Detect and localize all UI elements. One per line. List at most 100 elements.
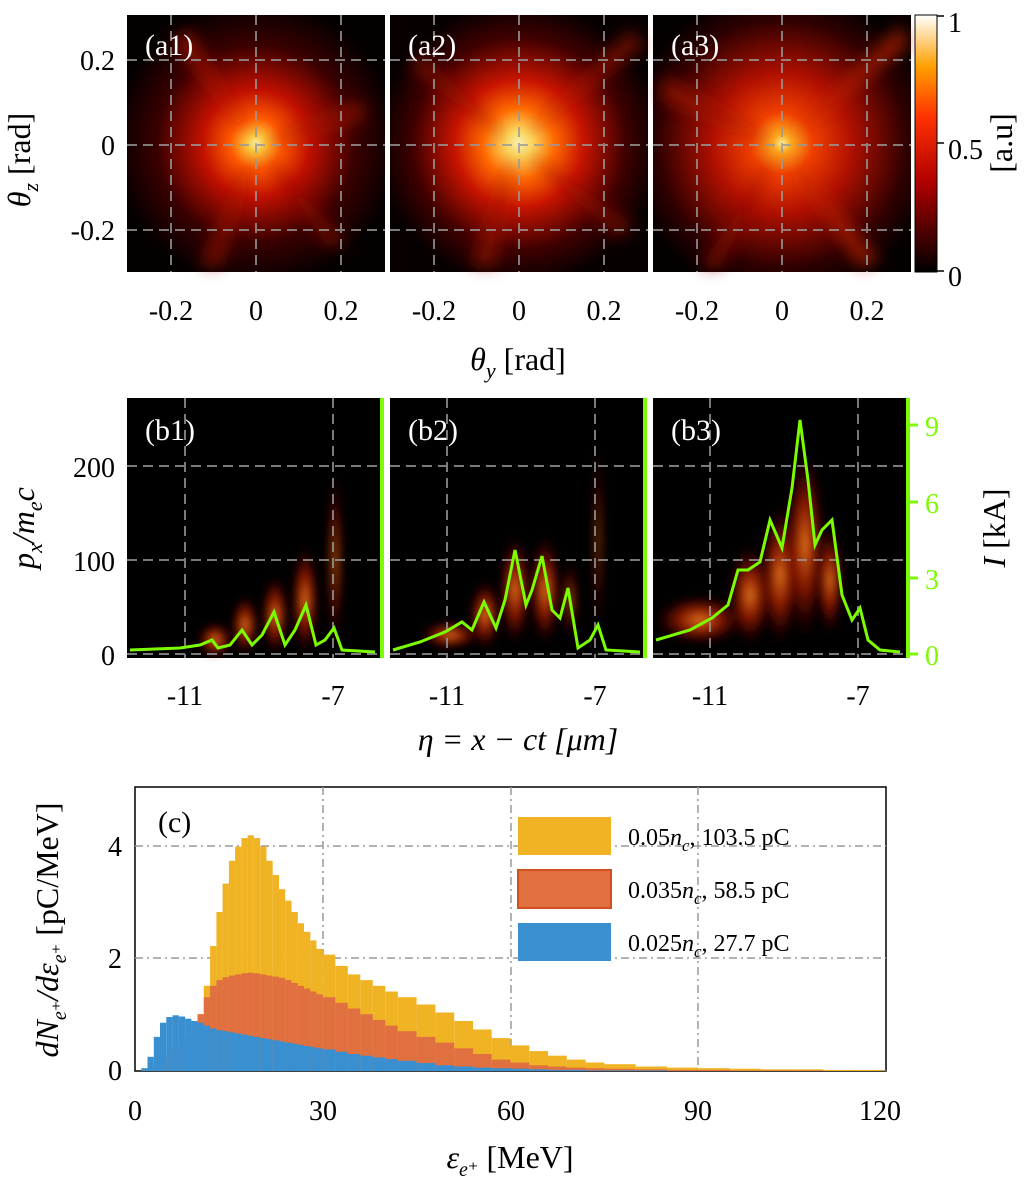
bar-2-20 bbox=[260, 1038, 267, 1071]
bar-0-51 bbox=[729, 1068, 761, 1071]
bar-2-12 bbox=[210, 1028, 217, 1071]
b2-xtick-neg7: -7 bbox=[583, 681, 606, 712]
b1-right-axis bbox=[380, 398, 384, 658]
legend-entry-0.035: 0.035nc, 58.5 pC bbox=[628, 878, 790, 908]
b-ytick-100: 100 bbox=[73, 547, 115, 578]
b2-xtick-neg11: -11 bbox=[429, 681, 465, 712]
b-ytick-200: 200 bbox=[73, 453, 115, 484]
bar-1-18 bbox=[247, 972, 254, 1071]
colorbar-tick-0: 0 bbox=[948, 262, 962, 293]
bar-2-22 bbox=[272, 1040, 279, 1071]
b-xlabel: η = x − ct [μm] bbox=[418, 721, 618, 757]
heatmap-a3-arms bbox=[660, 25, 910, 268]
bar-2-7 bbox=[178, 1016, 186, 1071]
b3-xtick-neg11: -11 bbox=[692, 681, 728, 712]
bar-0-17 bbox=[241, 838, 248, 1071]
b-ytick-0: 0 bbox=[101, 641, 115, 672]
c-legend: 0.05nc, 103.5 pC 0.035nc, 58.5 pC 0.025n… bbox=[517, 817, 790, 961]
bar-0-52 bbox=[760, 1069, 793, 1071]
a2-xtick-0: 0 bbox=[512, 296, 526, 327]
b-xticks: -11 -7 -11 -7 -11 -7 bbox=[167, 681, 870, 712]
b-ylabel: px/mec bbox=[5, 487, 47, 571]
bar-2-8 bbox=[185, 1018, 192, 1071]
a-ytick-neg0.2: -0.2 bbox=[71, 216, 115, 247]
bar-1-43 bbox=[529, 1065, 549, 1071]
bar-2-37 bbox=[416, 1063, 436, 1071]
bar-1-23 bbox=[278, 977, 286, 1071]
bar-1-26 bbox=[297, 985, 304, 1071]
bar-2-26 bbox=[297, 1044, 304, 1071]
label-a3: (a3) bbox=[671, 29, 719, 62]
a3-xtick-0.2: 0.2 bbox=[850, 296, 885, 327]
c-ytick-2: 2 bbox=[108, 944, 122, 975]
label-c: (c) bbox=[158, 806, 191, 839]
bar-1-53 bbox=[792, 1070, 824, 1071]
b3-xtick-neg7: -7 bbox=[846, 681, 869, 712]
bar-2-15 bbox=[228, 1032, 236, 1071]
bar-1-14 bbox=[222, 977, 229, 1071]
a1-xtick-0.2: 0.2 bbox=[324, 296, 359, 327]
c-xtick-90: 90 bbox=[684, 1096, 712, 1127]
colorbar-tick-05: 0.5 bbox=[948, 135, 983, 166]
bar-2-9 bbox=[191, 1021, 198, 1071]
bar-0-21 bbox=[266, 860, 273, 1071]
legend-entry-0.05: 0.05nc, 103.5 pC bbox=[628, 825, 790, 855]
label-b1: (b1) bbox=[145, 414, 195, 447]
bar-0-50 bbox=[698, 1068, 730, 1071]
a2-xtick-0.2: 0.2 bbox=[587, 296, 622, 327]
bar-2-44 bbox=[548, 1069, 567, 1071]
a2-xtick-neg0.2: -0.2 bbox=[412, 296, 456, 327]
bar-0-45 bbox=[566, 1059, 586, 1071]
bar-2-19 bbox=[253, 1036, 261, 1071]
b2-current-curve bbox=[392, 549, 641, 654]
label-b2: (b2) bbox=[408, 414, 458, 447]
bar-2-31 bbox=[335, 1051, 348, 1071]
c-ylabel: dNe⁺/dεe⁺ [pC/MeV] bbox=[29, 802, 71, 1057]
panel-c: (c) 0.05nc, 103.5 pC 0.035nc, 58.5 pC 0.… bbox=[134, 786, 887, 1072]
b3-density bbox=[655, 450, 844, 645]
colorbar-label: [a.u] bbox=[983, 113, 1019, 173]
panel-b1 bbox=[127, 398, 380, 658]
bar-2-5 bbox=[166, 1017, 173, 1071]
bar-2-39 bbox=[454, 1066, 473, 1071]
grid-a bbox=[127, 15, 911, 272]
bar-1-28 bbox=[310, 991, 317, 1071]
bar-2-24 bbox=[285, 1042, 292, 1071]
bar-1-24 bbox=[285, 980, 292, 1071]
a1-xtick-neg0.2: -0.2 bbox=[149, 296, 193, 327]
bar-0-48 bbox=[635, 1066, 667, 1071]
bar-1-37 bbox=[416, 1036, 436, 1071]
a-ytick-0: 0 bbox=[101, 131, 115, 162]
legend-swatch-0.05 bbox=[518, 817, 611, 855]
bar-0-19 bbox=[253, 838, 261, 1071]
bar-0-49 bbox=[667, 1067, 699, 1071]
c-xtick-0: 0 bbox=[128, 1096, 142, 1127]
heatmap-a1-arms bbox=[170, 30, 365, 268]
bar-0-53 bbox=[792, 1069, 824, 1071]
grid-b bbox=[127, 398, 906, 658]
bar-1-38 bbox=[435, 1042, 455, 1071]
legend-swatch-0.025 bbox=[518, 923, 611, 961]
bar-2-42 bbox=[510, 1068, 530, 1071]
bar-0-55 bbox=[854, 1069, 880, 1071]
a3-xtick-0: 0 bbox=[775, 296, 789, 327]
bar-1-25 bbox=[291, 983, 298, 1071]
bar-1-51 bbox=[729, 1070, 761, 1071]
bar-2-38 bbox=[435, 1065, 455, 1071]
bar-0-16 bbox=[235, 846, 242, 1071]
a1-xtick-0: 0 bbox=[249, 296, 263, 327]
bar-2-6 bbox=[172, 1015, 179, 1071]
bar-1-22 bbox=[272, 976, 279, 1071]
bar-0-22 bbox=[272, 875, 279, 1071]
bar-2-4 bbox=[160, 1022, 167, 1071]
bar-2-23 bbox=[278, 1041, 286, 1071]
bar-2-25 bbox=[291, 1043, 298, 1071]
b-rtick-3: 3 bbox=[925, 565, 939, 596]
panel-b2 bbox=[390, 398, 643, 658]
bar-2-32 bbox=[347, 1054, 361, 1071]
c-ytick-0: 0 bbox=[108, 1056, 122, 1087]
label-a2: (a2) bbox=[408, 29, 456, 62]
bar-2-48 bbox=[635, 1070, 667, 1071]
bar-2-14 bbox=[222, 1031, 229, 1071]
